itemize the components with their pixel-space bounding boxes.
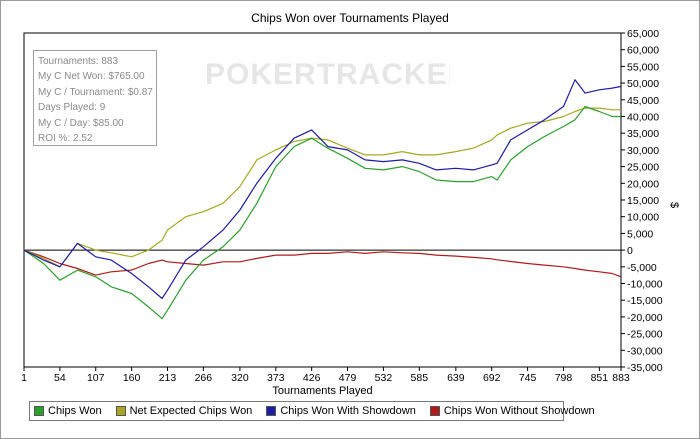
y-tick-label: 50,000 xyxy=(627,78,659,90)
stat-days-played: Days Played: 9 xyxy=(38,102,106,114)
y-tick-label: -35,000 xyxy=(627,362,663,374)
x-tick-label: 107 xyxy=(87,372,105,384)
legend-swatch xyxy=(266,406,277,416)
legend-swatch xyxy=(429,406,440,416)
x-tick-label: 213 xyxy=(159,372,177,384)
x-axis-label: Tournaments Played xyxy=(272,385,372,397)
legend-label: Chips Won Without Showdown xyxy=(443,405,595,417)
x-tick-label: 532 xyxy=(375,372,393,384)
y-tick-label: -15,000 xyxy=(627,295,663,307)
x-tick-label: 851 xyxy=(591,372,609,384)
legend-label: Chips Won xyxy=(48,405,102,417)
x-tick-label: 160 xyxy=(123,372,141,384)
legend-swatch xyxy=(34,406,44,416)
y-tick-label: 40,000 xyxy=(627,112,659,124)
legend-item-chips-won[interactable]: Chips Won xyxy=(34,405,102,417)
x-tick-label: 266 xyxy=(195,372,213,384)
legend-label: Net Expected Chips Won xyxy=(129,405,253,417)
y-tick-label: -25,000 xyxy=(627,329,663,341)
x-tick-label: 54 xyxy=(54,372,66,384)
y-tick-label: -10,000 xyxy=(627,279,663,291)
y-tick-label: 65,000 xyxy=(627,28,659,40)
y-tick-label: 10,000 xyxy=(627,212,659,224)
stat-per-day: My C / Day: $85.00 xyxy=(38,117,124,129)
series-line-chips-won-without-showdown xyxy=(23,249,622,278)
series-line-chips-won xyxy=(23,105,621,320)
y-tick-label: 30,000 xyxy=(627,145,659,157)
x-tick-label: 692 xyxy=(483,372,501,384)
chart-legend: Chips Won Net Expected Chips Won Chips W… xyxy=(29,401,595,421)
legend-label: Chips Won With Showdown xyxy=(280,405,416,417)
y-tick-label: -20,000 xyxy=(627,312,663,324)
y-tick-label: 5,000 xyxy=(627,228,653,240)
pokertracker-watermark-logo: POKERTRACKER xyxy=(205,58,450,91)
y-tick-label: 15,000 xyxy=(627,195,659,207)
y-axis-label: $ xyxy=(668,202,680,208)
x-tick-label: 585 xyxy=(411,372,429,384)
y-tick-label: 20,000 xyxy=(627,178,659,190)
y-tick-label: -30,000 xyxy=(627,345,663,357)
series-line-chips-won-with-showdown xyxy=(23,79,622,300)
x-tick-label: 320 xyxy=(231,372,249,384)
x-tick-label: 426 xyxy=(303,372,321,384)
y-tick-label: 35,000 xyxy=(627,128,659,140)
stat-roi: ROI %: 2.52 xyxy=(38,132,93,144)
x-tick-label: 639 xyxy=(447,372,465,384)
stat-per-tournament: My C / Tournament: $0.87 xyxy=(38,86,153,98)
legend-item-without-showdown[interactable]: Chips Won Without Showdown xyxy=(429,405,595,417)
x-tick-label: 883 xyxy=(612,372,630,384)
y-tick-label: 45,000 xyxy=(627,95,659,107)
y-tick-label: 55,000 xyxy=(627,61,659,73)
watermark-text: POKERTRACKER xyxy=(205,58,450,91)
stat-tournaments: Tournaments: 883 xyxy=(38,56,119,67)
y-tick-label: 25,000 xyxy=(627,162,659,174)
legend-item-with-showdown[interactable]: Chips Won With Showdown xyxy=(266,405,416,417)
x-tick-label: 373 xyxy=(267,372,285,384)
x-tick-label: 745 xyxy=(519,372,537,384)
stats-box: Tournaments: 883 My C Net Won: $765.00 M… xyxy=(33,50,157,146)
x-tick-label: 479 xyxy=(339,372,357,384)
y-tick-label: -5,000 xyxy=(627,262,657,274)
chart-title: Chips Won over Tournaments Played xyxy=(251,11,449,25)
x-tick-label: 798 xyxy=(555,372,573,384)
stat-net-won: My C Net Won: $765.00 xyxy=(38,71,145,83)
legend-swatch xyxy=(115,406,126,416)
y-tick-label: 0 xyxy=(627,245,633,257)
legend-item-net-expected[interactable]: Net Expected Chips Won xyxy=(115,405,253,417)
x-tick-label: 1 xyxy=(21,372,27,384)
y-tick-label: 60,000 xyxy=(627,45,659,57)
